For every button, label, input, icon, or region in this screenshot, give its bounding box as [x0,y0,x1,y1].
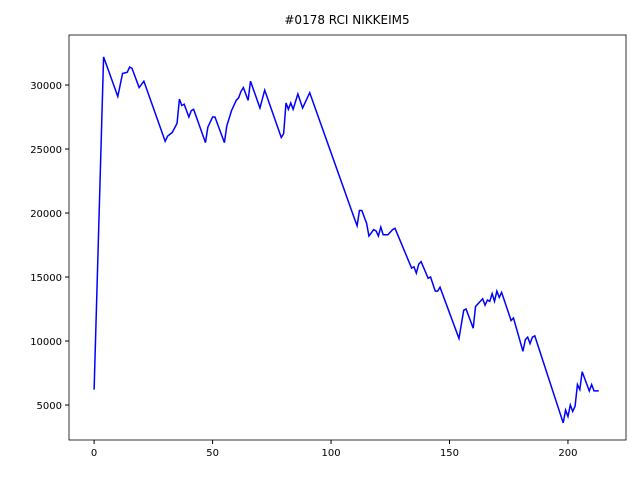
y-tick-label: 5000 [37,401,62,412]
x-tick-label: 50 [206,448,219,459]
plot-frame [68,34,627,441]
y-tick-label: 25000 [30,145,62,156]
x-tick-label: 200 [558,448,577,459]
x-tick-label: 100 [321,448,340,459]
x-tick-label: 0 [91,448,97,459]
y-tick-label: 10000 [30,337,62,348]
y-tick-label: 20000 [30,209,62,220]
y-tick-label: 30000 [30,81,62,92]
chart-title: #0178 RCI NIKKEIM5 [284,13,409,27]
x-tick-label: 150 [440,448,459,459]
line-series [93,56,599,424]
y-tick-label: 15000 [30,273,62,284]
